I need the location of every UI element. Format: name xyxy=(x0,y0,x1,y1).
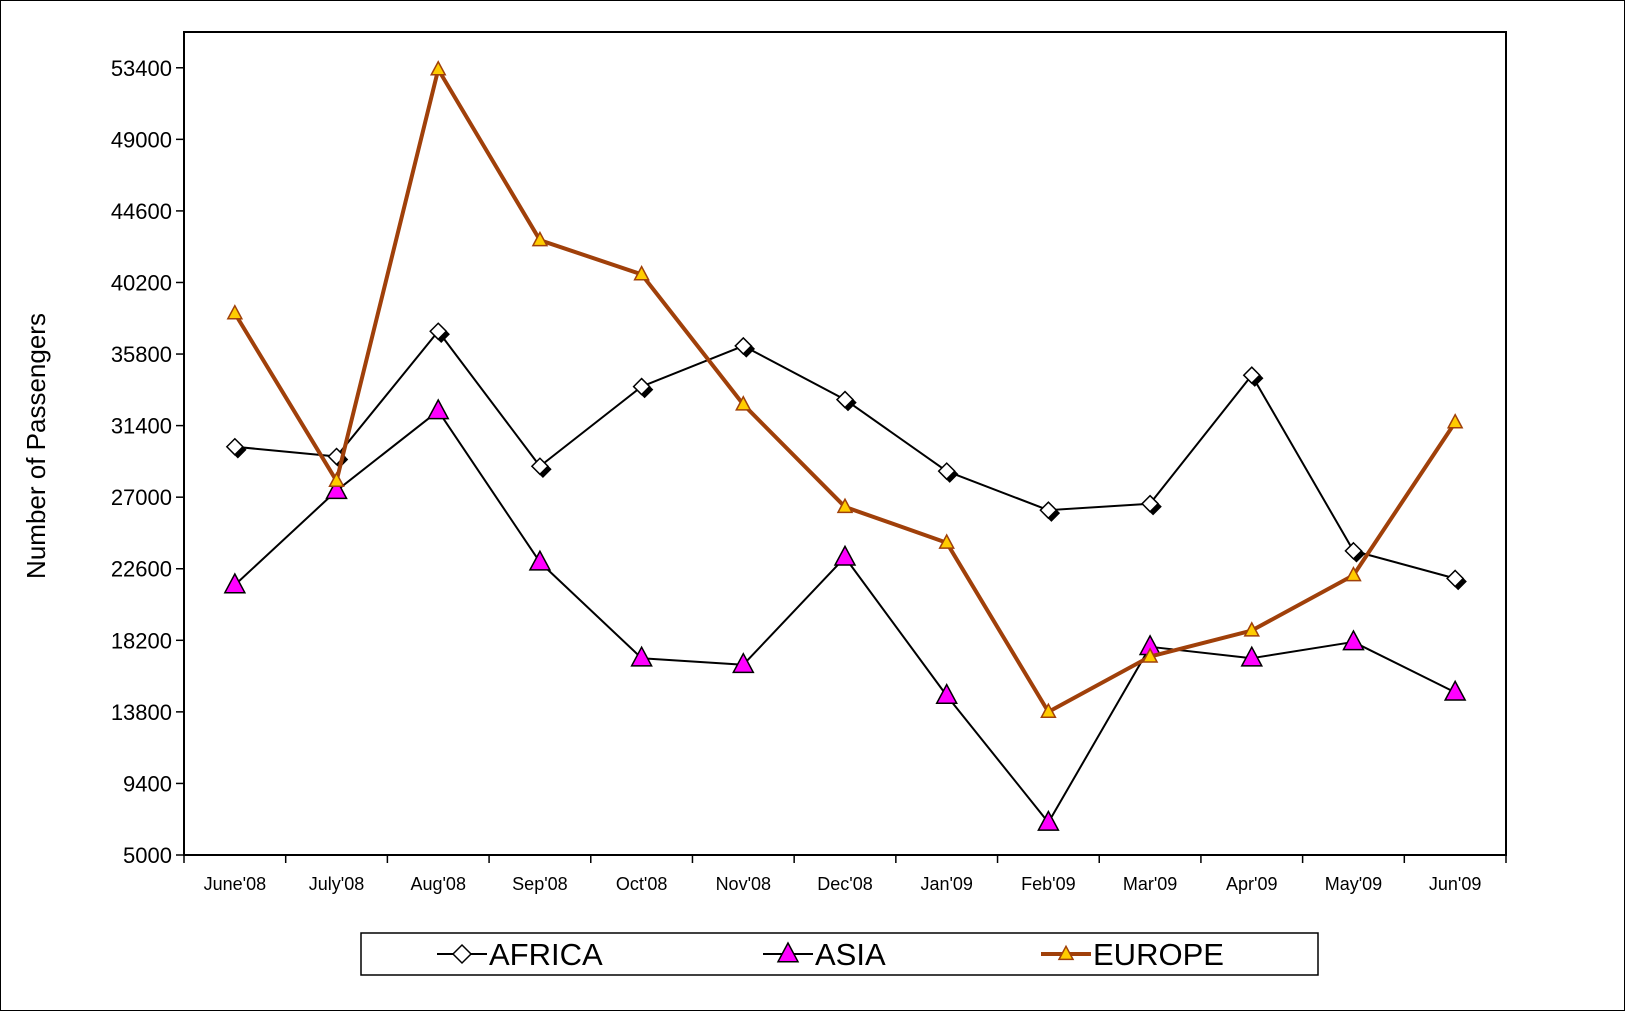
legend-marker-europe xyxy=(1057,944,1075,961)
data-point-europe xyxy=(1446,413,1464,429)
data-point-europe xyxy=(226,304,244,320)
data-point-asia xyxy=(426,398,450,420)
data-point-africa xyxy=(429,322,450,343)
plot-area xyxy=(183,31,1507,856)
legend-item-europe: EUROPE xyxy=(1041,937,1224,972)
x-tick-label: July'08 xyxy=(309,874,364,894)
data-point-europe xyxy=(633,265,650,281)
y-tick-label: 49000 xyxy=(111,127,172,152)
x-tick-label: Apr'09 xyxy=(1226,874,1277,894)
x-tick-label: Dec'08 xyxy=(817,874,872,894)
x-tick-label: Feb'09 xyxy=(1021,874,1075,894)
data-point-africa xyxy=(1141,494,1162,516)
data-point-africa xyxy=(225,437,247,459)
x-tick-label: Aug'08 xyxy=(410,874,466,894)
data-point-europe xyxy=(531,230,549,247)
y-tick-label: 27000 xyxy=(111,485,172,510)
legend-marker-africa xyxy=(451,943,473,965)
x-tick-label: Mar'09 xyxy=(1123,874,1177,894)
legend: AFRICA ASIA EUROPE xyxy=(360,932,1319,976)
x-tick-label: Jun'09 xyxy=(1429,874,1481,894)
data-point-europe xyxy=(1141,647,1159,663)
data-point-africa xyxy=(1446,569,1467,591)
y-tick-label: 35800 xyxy=(111,342,172,367)
data-point-europe xyxy=(429,60,447,76)
y-tick-label: 53400 xyxy=(111,56,172,81)
legend-label-europe: EUROPE xyxy=(1093,937,1224,972)
data-point-africa xyxy=(1344,541,1366,563)
data-point-asia xyxy=(732,652,755,674)
legend-box xyxy=(360,932,1319,976)
series-layer xyxy=(223,60,1467,831)
legend-item-asia: ASIA xyxy=(763,937,886,972)
x-tick-label: Sep'08 xyxy=(512,874,568,894)
data-point-africa xyxy=(835,390,857,412)
data-point-europe xyxy=(1243,621,1261,637)
y-tick-label: 5000 xyxy=(123,843,172,868)
data-point-europe xyxy=(1345,565,1362,582)
data-point-europe xyxy=(836,497,854,514)
y-axis: 5000 9400 13800 18200 22600 27000 31400 35800 40… xyxy=(111,56,184,868)
data-point-asia xyxy=(1342,629,1365,651)
legend-label-africa: AFRICA xyxy=(489,937,603,972)
x-tick-label: Nov'08 xyxy=(716,874,771,894)
data-point-africa xyxy=(632,377,654,399)
data-point-africa xyxy=(1039,501,1061,522)
data-point-africa xyxy=(937,462,959,483)
series-asia xyxy=(223,398,1467,831)
y-tick-label: 18200 xyxy=(111,628,172,653)
data-point-asia xyxy=(528,549,552,571)
data-point-africa xyxy=(1242,366,1264,387)
x-tick-label: May'09 xyxy=(1325,874,1382,894)
data-point-europe xyxy=(938,533,955,549)
legend-marker-asia xyxy=(776,941,800,963)
data-point-asia xyxy=(630,645,653,667)
y-tick-label: 22600 xyxy=(111,557,172,582)
series-africa xyxy=(225,322,1467,591)
legend-item-africa: AFRICA xyxy=(437,937,603,972)
x-tick-label: Oct'08 xyxy=(616,874,667,894)
y-tick-label: 40200 xyxy=(111,270,172,295)
data-point-europe xyxy=(1040,702,1057,719)
data-point-africa xyxy=(530,457,552,478)
data-point-africa xyxy=(734,336,756,358)
x-axis: June'08 July'08 Aug'08 Sep'08 Oct'08 Nov'08 De… xyxy=(183,855,1507,894)
data-point-asia xyxy=(1037,809,1060,831)
data-point-europe xyxy=(328,471,345,488)
y-tick-label: 31400 xyxy=(111,414,172,439)
data-point-asia xyxy=(325,478,348,500)
data-point-asia xyxy=(935,683,958,705)
y-tick-label: 44600 xyxy=(111,199,172,224)
data-point-asia xyxy=(1443,679,1467,701)
legend-items: AFRICA ASIA EUROPE xyxy=(437,937,1224,972)
x-tick-label: Jan'09 xyxy=(920,874,972,894)
series-europe xyxy=(226,60,1464,719)
data-point-asia xyxy=(833,544,857,566)
x-tick-label: June'08 xyxy=(204,874,267,894)
y-tick-label: 9400 xyxy=(123,771,172,796)
data-point-asia xyxy=(1240,645,1264,667)
data-point-europe xyxy=(735,395,752,411)
y-tick-label: 13800 xyxy=(111,700,172,725)
data-point-asia xyxy=(223,572,247,594)
y-axis-title: Number of Passengers xyxy=(21,313,51,579)
legend-label-asia: ASIA xyxy=(815,937,886,972)
